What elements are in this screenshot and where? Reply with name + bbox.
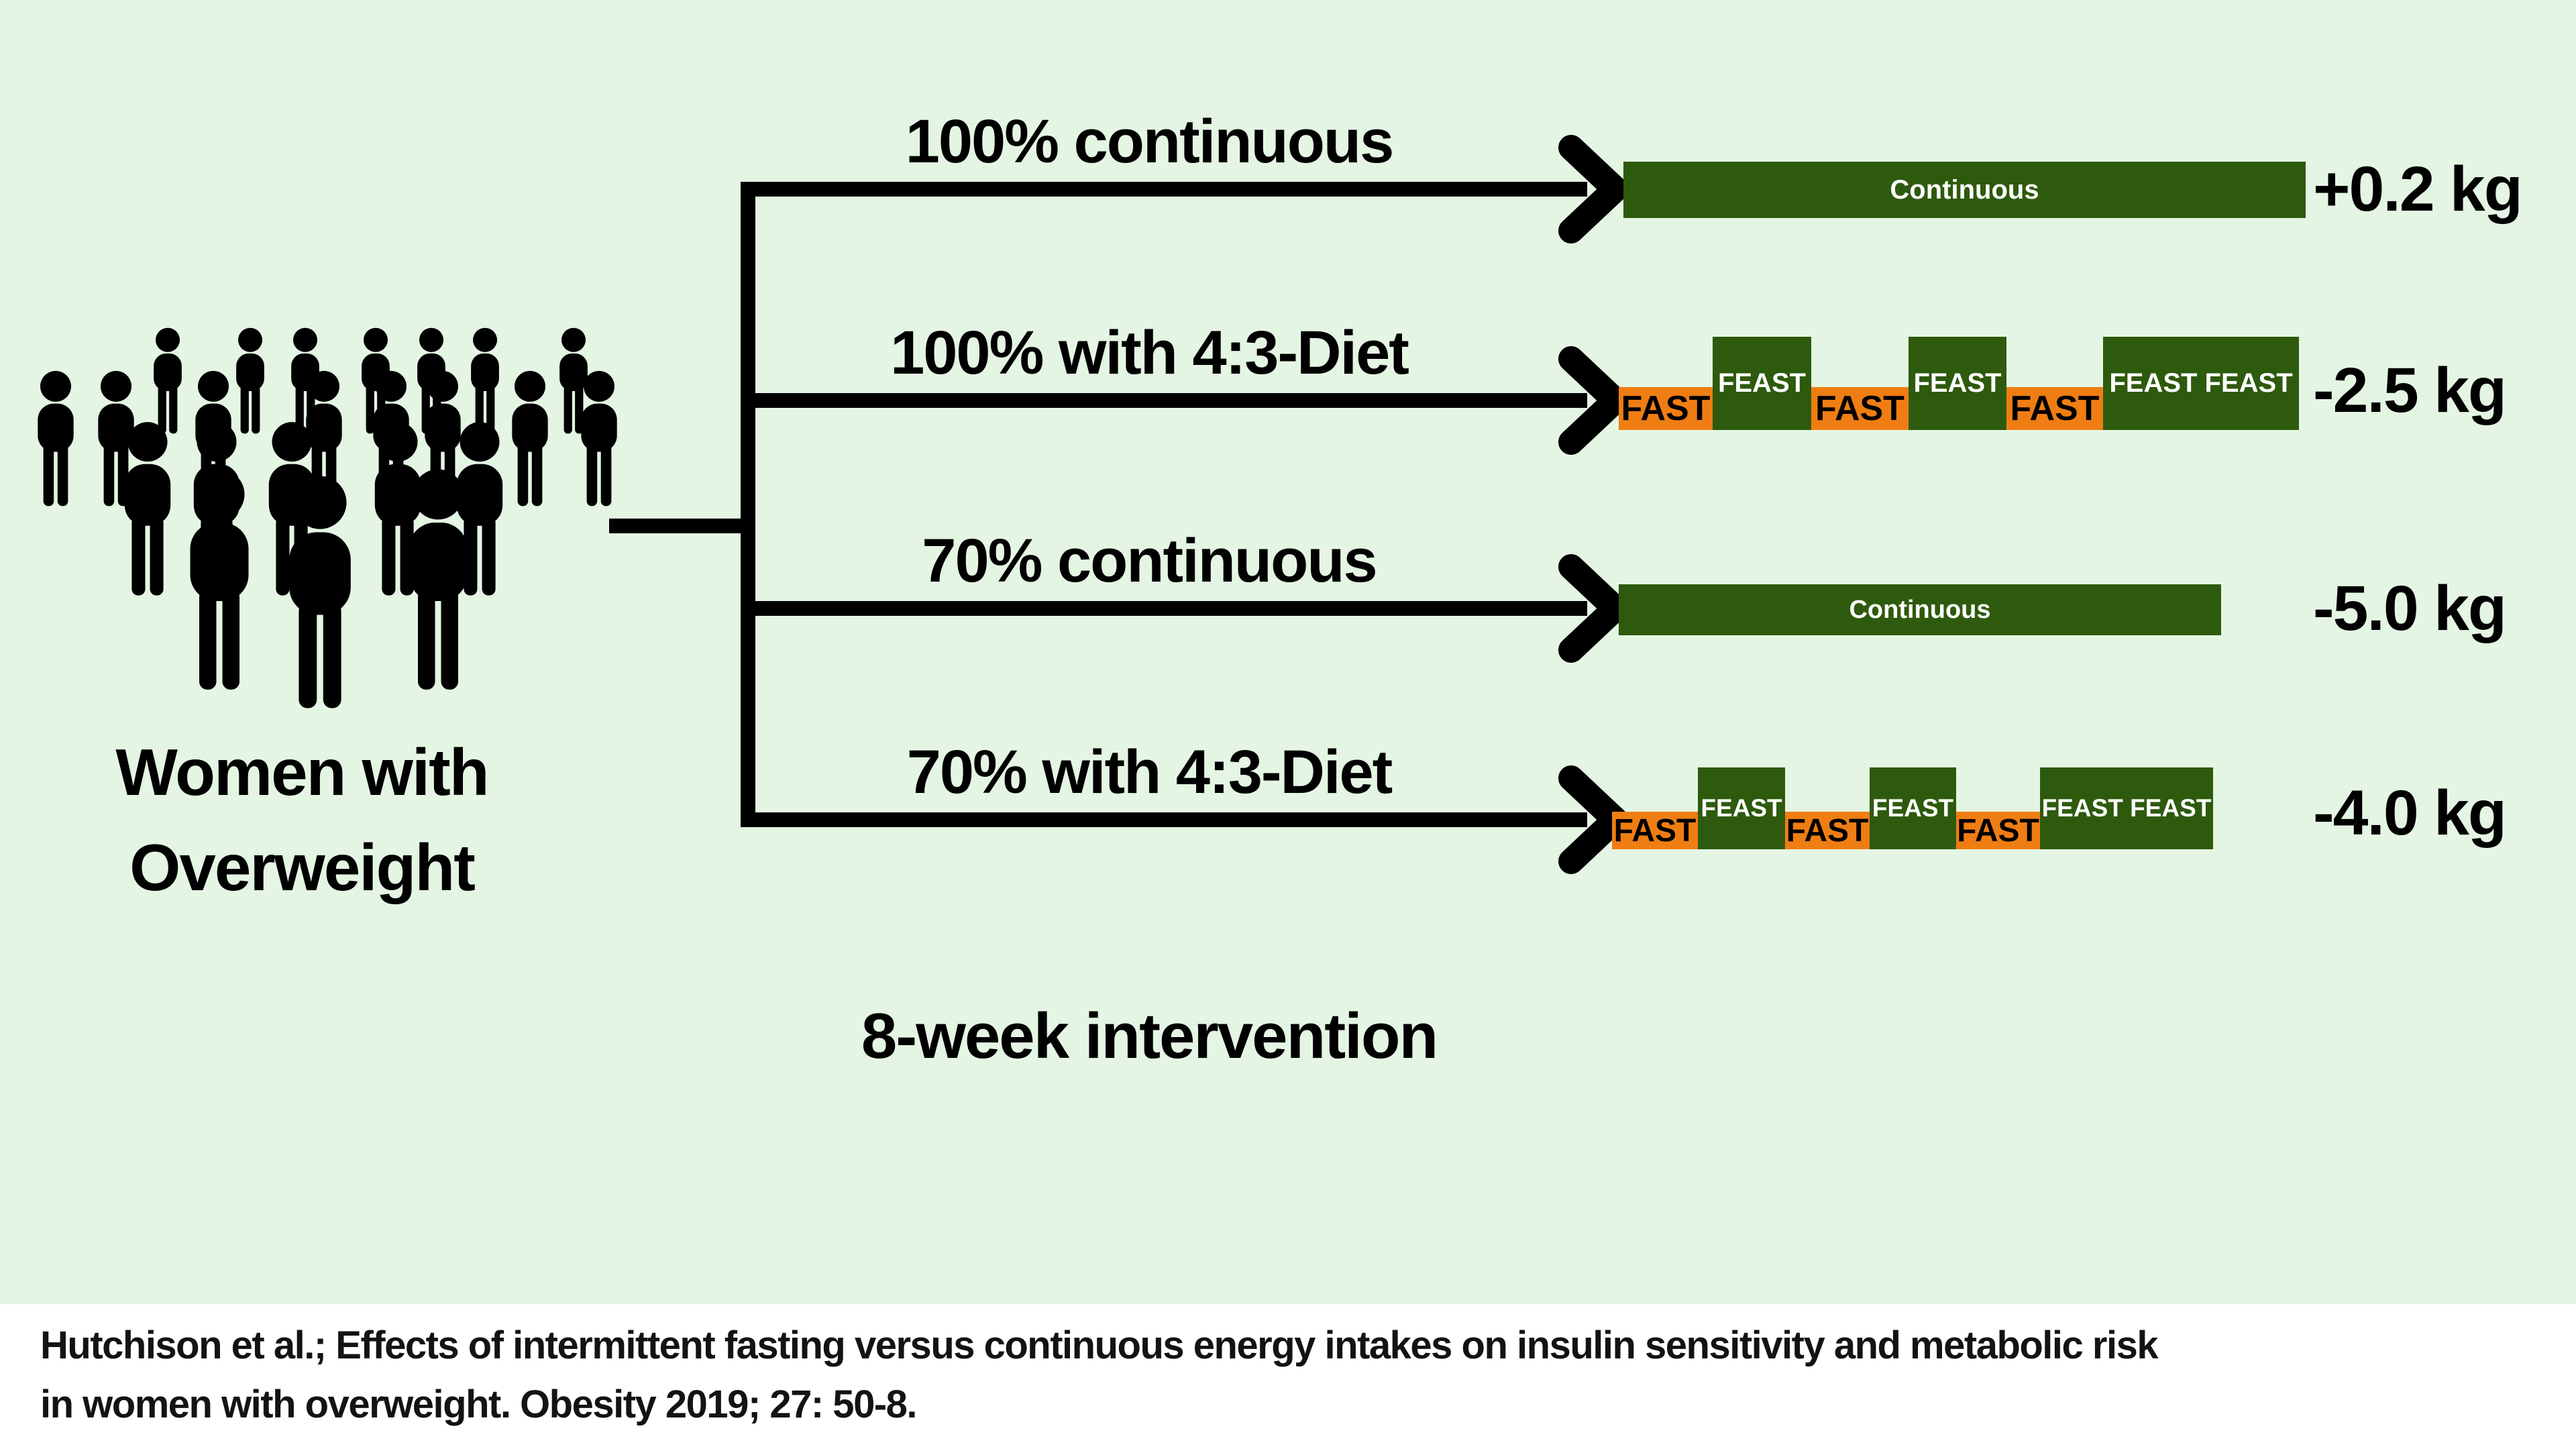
person-icon (154, 327, 182, 434)
fast-block: FAST (1956, 812, 2040, 849)
feast-block: FEAST (1713, 337, 1811, 430)
citation-footer: Hutchison et al.; Effects of intermitten… (0, 1304, 2576, 1449)
population-label-line1: Women with (115, 735, 489, 809)
result-label: -5.0 kg (2313, 573, 2507, 644)
fast-block: FAST (1612, 812, 1698, 849)
person-icon (409, 469, 468, 690)
crowd-of-people-icon (38, 327, 617, 708)
feast-block-double: FEAST FEAST (2040, 767, 2213, 849)
result-label: -2.5 kg (2313, 355, 2507, 426)
result-label: -4.0 kg (2313, 777, 2507, 849)
arrow-shaft-row2 (741, 393, 1587, 408)
arrow-shaft-row1 (741, 182, 1587, 197)
continuous-bar-label: Continuous (1890, 174, 2039, 205)
person-icon (289, 476, 351, 708)
person-icon (471, 327, 499, 434)
continuous-bar: Continuous (1623, 162, 2306, 218)
citation-line1: Hutchison et al.; Effects of intermitten… (40, 1324, 2159, 1367)
person-icon (190, 469, 249, 690)
intervention-note: 8-week intervention (861, 1000, 1438, 1072)
fast-block: FAST (1811, 387, 1909, 430)
arm-label-70-43diet: 70% with 4:3-Diet (906, 738, 1393, 806)
arm-label-70-continuous: 70% continuous (922, 527, 1377, 595)
person-icon (124, 422, 171, 596)
person-icon (236, 327, 264, 434)
fast-feast-pattern: FAST FEAST FAST FEAST FAST FEAST FEAST (1619, 337, 2299, 430)
result-label: +0.2 kg (2313, 154, 2523, 225)
arrow-shaft-row3 (741, 601, 1587, 616)
feast-block-double: FEAST FEAST (2103, 337, 2299, 430)
population-label-line2: Overweight (129, 830, 476, 904)
fast-block: FAST (2006, 387, 2103, 430)
arrow-shaft-row4 (741, 812, 1587, 827)
population-label: Women with Overweight (40, 724, 564, 915)
arm-label-100-43diet: 100% with 4:3-Diet (890, 319, 1409, 387)
person-icon (512, 370, 548, 506)
feast-block: FEAST (1909, 337, 2006, 430)
person-icon (38, 370, 74, 506)
continuous-bar: Continuous (1619, 584, 2221, 635)
fast-block: FAST (1785, 812, 1870, 849)
fast-block: FAST (1619, 387, 1713, 430)
fast-feast-pattern: FAST FEAST FAST FEAST FAST FEAST FEAST (1612, 767, 2213, 849)
feast-block: FEAST (1698, 767, 1785, 849)
citation-line2: in women with overweight. Obesity 2019; … (40, 1383, 918, 1426)
connector-trunk (741, 182, 755, 827)
arm-label-100-continuous: 100% continuous (905, 107, 1395, 176)
person-icon (581, 370, 617, 506)
feast-block: FEAST (1870, 767, 1956, 849)
continuous-bar-label: Continuous (1849, 595, 1991, 624)
